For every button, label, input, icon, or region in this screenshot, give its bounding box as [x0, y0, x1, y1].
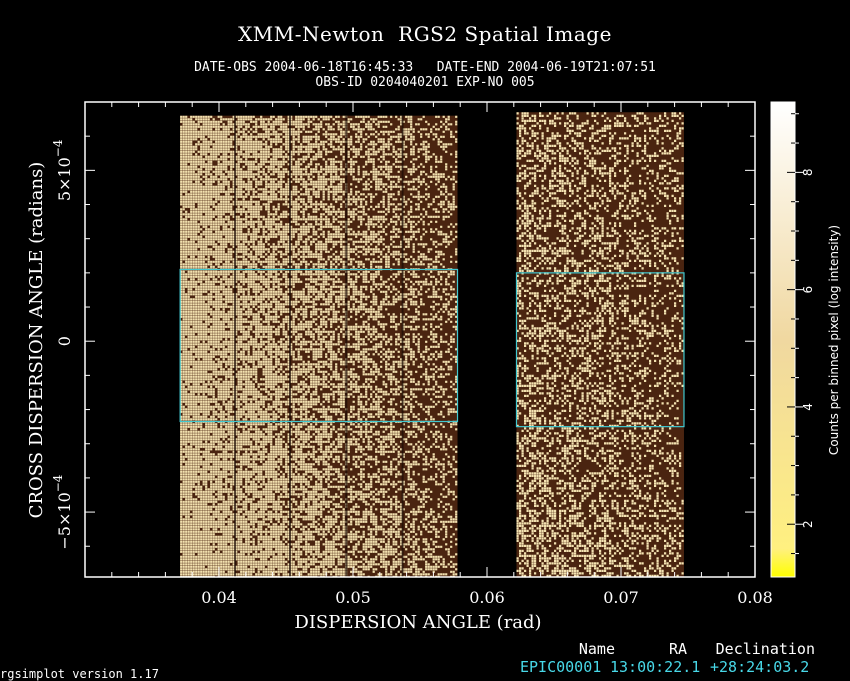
- detector-region-0: [180, 115, 458, 577]
- x-tick-label-4: 0.08: [737, 588, 773, 607]
- colorbar: [770, 101, 796, 578]
- y-tick-label-1: 0: [55, 336, 74, 346]
- source-declination: +28:24:03.2: [710, 658, 810, 676]
- version-footer: rgsimplot version 1.17: [0, 667, 159, 681]
- source-header-name: Name: [578, 640, 615, 658]
- chart-subtitle-dates: DATE-OBS 2004-06-18T16:45:33 DATE-END 20…: [194, 60, 656, 75]
- x-tick-label-3: 0.07: [603, 588, 639, 607]
- colorbar-tick-label-1: 4: [801, 403, 815, 411]
- plot-frame: [84, 101, 756, 578]
- source-name: EPIC00001: [520, 658, 602, 676]
- y-tick-label-2: −5×10−4: [51, 474, 74, 549]
- extraction-region-1: [515, 272, 685, 428]
- source-table: Name RA Declination EPIC00001 13:00:22.1…: [520, 640, 820, 676]
- colorbar-label: Counts per binned pixel (log intensity): [827, 225, 841, 455]
- source-ra: 13:00:22.1: [610, 658, 701, 676]
- source-header-ra: RA: [668, 640, 687, 658]
- y-axis-label: CROSS DISPERSION ANGLE (radians): [26, 162, 47, 519]
- chart-title: XMM-Newton RGS2 Spatial Image: [238, 22, 612, 46]
- detector-region-1: [516, 112, 684, 577]
- extraction-region-0: [179, 268, 459, 423]
- x-tick-label-2: 0.06: [469, 588, 505, 607]
- x-axis-label: DISPERSION ANGLE (rad): [294, 612, 541, 633]
- source-table-row: EPIC00001 13:00:22.1 +28:24:03.2: [520, 658, 820, 676]
- chart-subtitle-obsid: OBS-ID 0204040201 EXP-NO 005: [315, 75, 535, 90]
- colorbar-tick-label-2: 6: [801, 286, 815, 294]
- colorbar-tick-label-0: 2: [801, 520, 815, 528]
- colorbar-tick-label-3: 8: [801, 169, 815, 177]
- source-header-declination: Declination: [715, 640, 815, 658]
- x-tick-label-0: 0.04: [201, 588, 237, 607]
- x-tick-label-1: 0.05: [335, 588, 371, 607]
- source-table-header: Name RA Declination: [520, 640, 820, 658]
- y-tick-label-0: 5×10−4: [51, 139, 74, 201]
